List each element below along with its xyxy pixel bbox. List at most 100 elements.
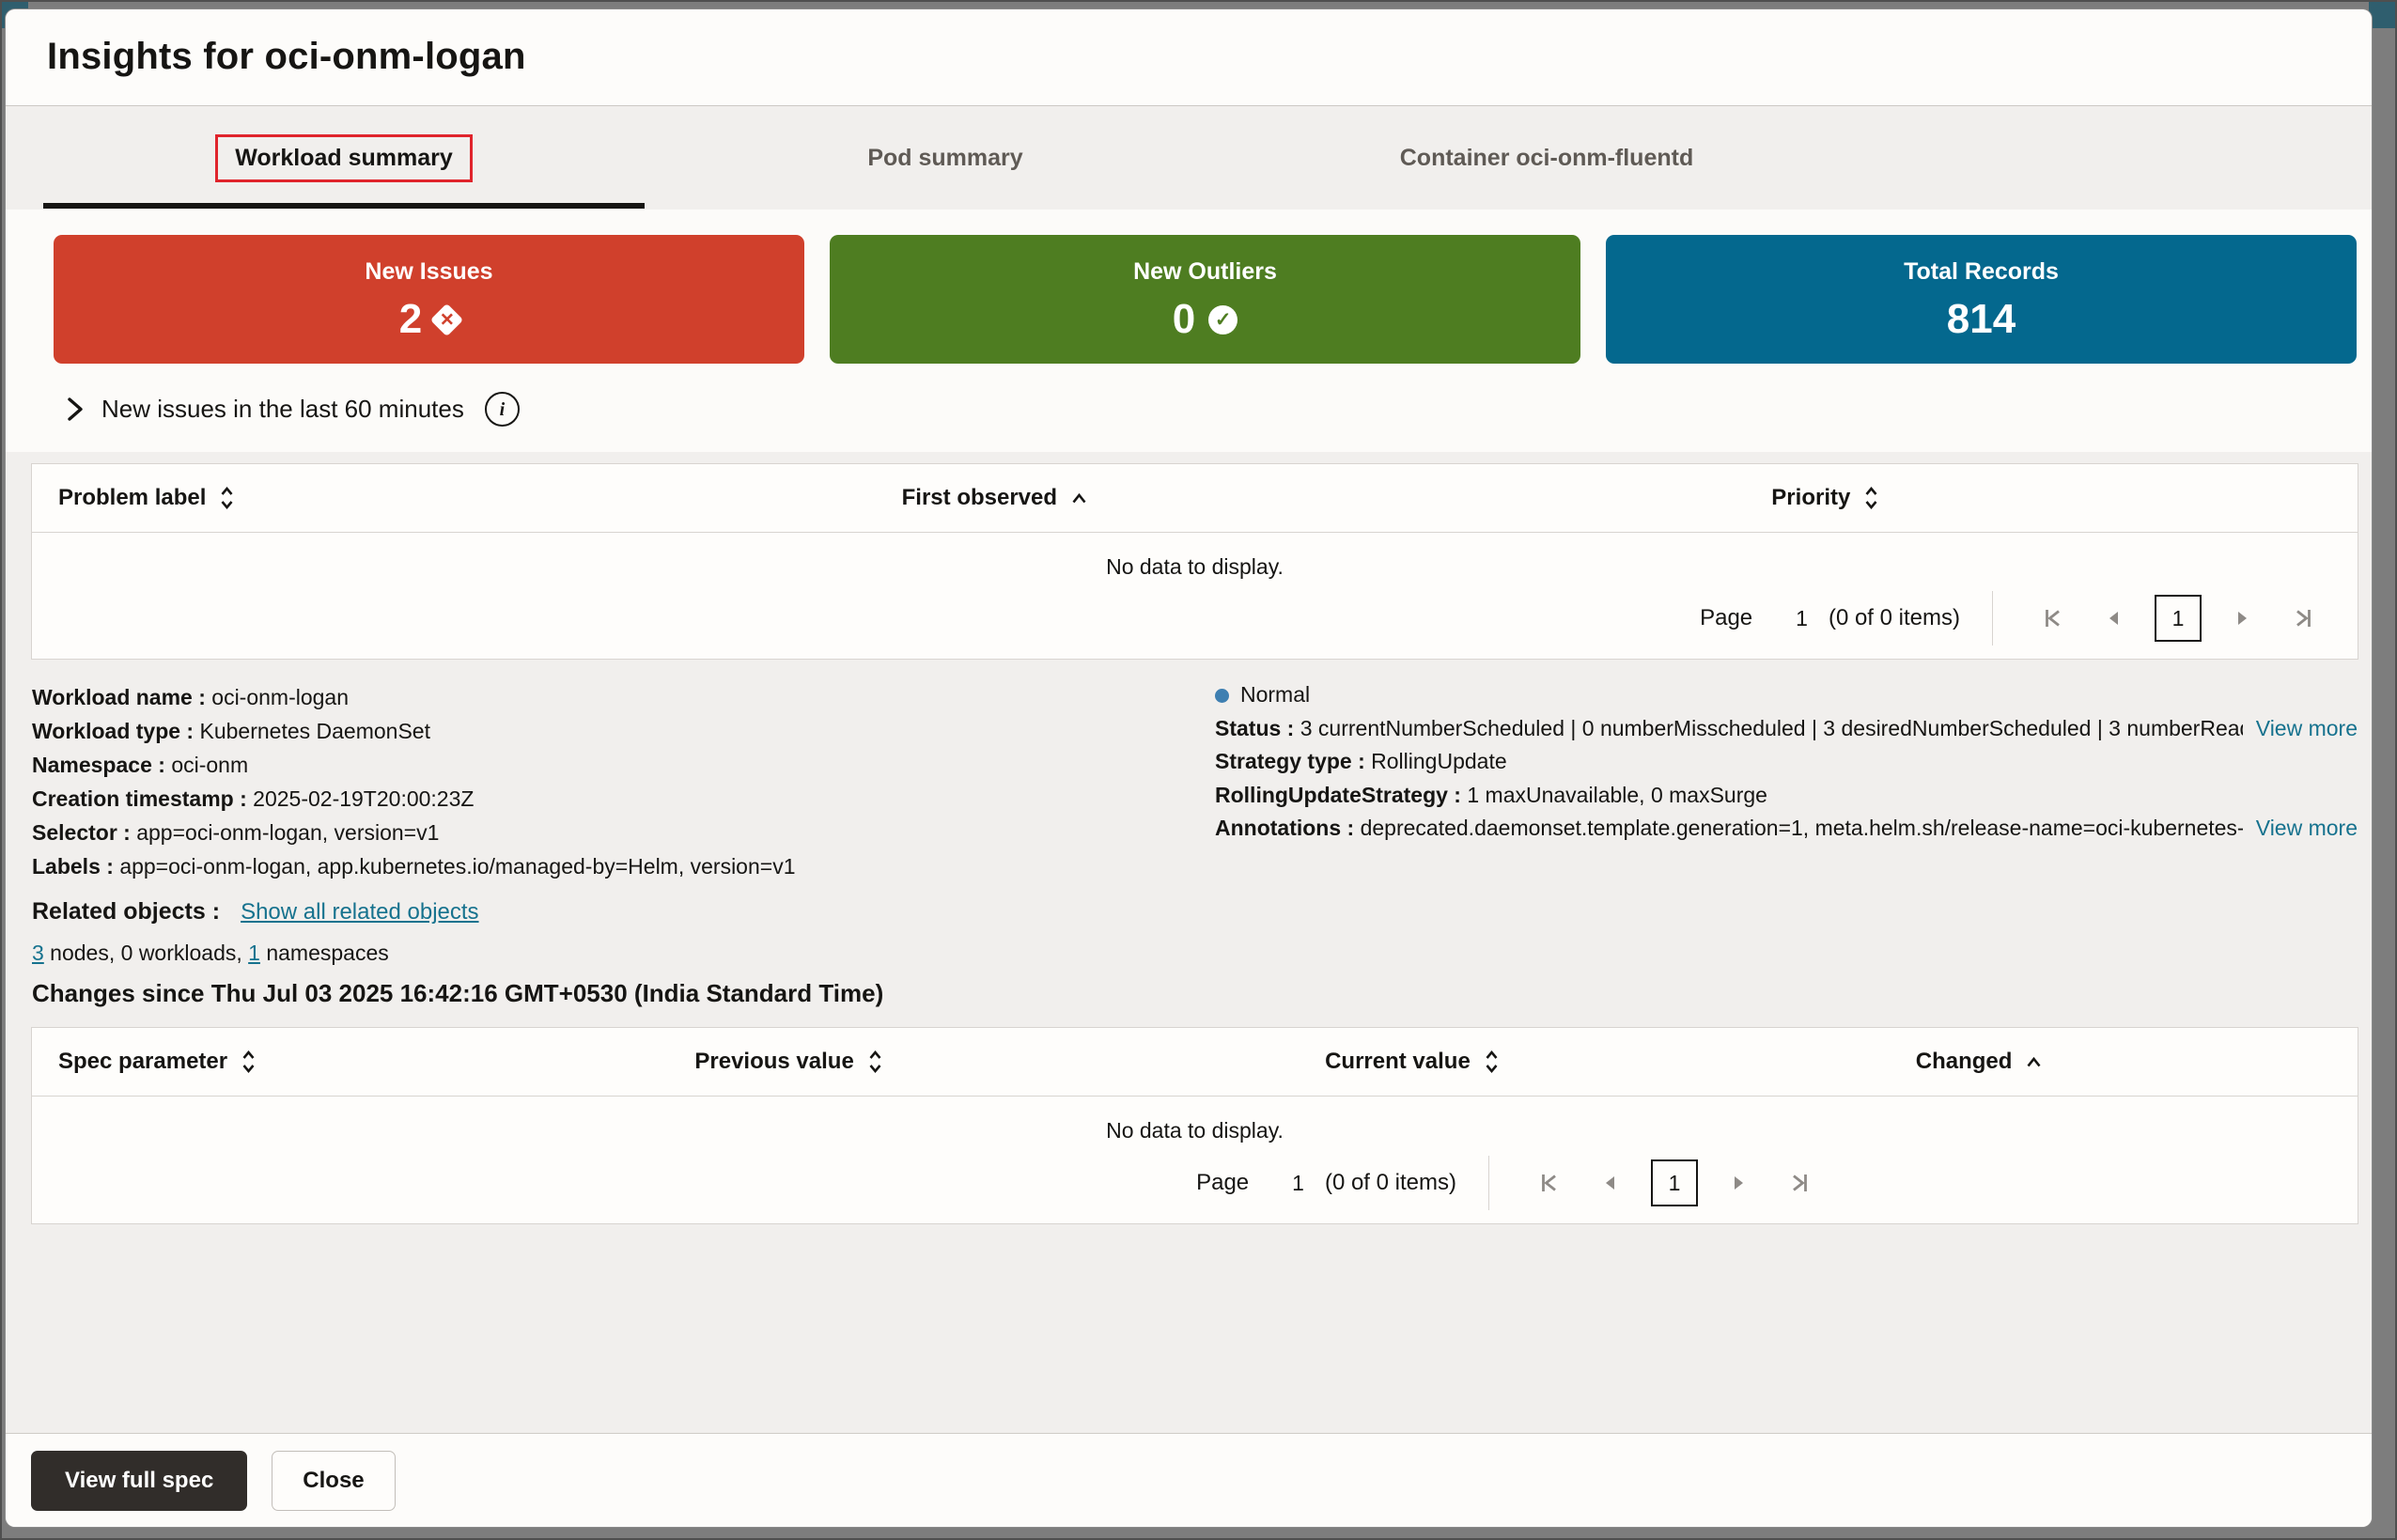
issues-table-pagination: Page 1 (0 of 0 items) 1 (1700, 591, 2335, 646)
card-value: 0 (1172, 296, 1196, 342)
next-page-button[interactable] (1717, 1161, 1760, 1205)
column-header-previous-value[interactable]: Previous value (694, 1028, 882, 1096)
tab-container-oci-onm-fluentd[interactable]: Container oci-onm-fluentd (1246, 106, 1847, 210)
detail-label: Selector : (32, 820, 131, 845)
detail-label: Strategy type : (1215, 749, 1365, 773)
column-header-spec-parameter[interactable]: Spec parameter (58, 1028, 257, 1096)
page-label: Page (1700, 605, 1753, 630)
detail-value: oci-onm (171, 753, 249, 777)
new-issues-expander-label: New issues in the last 60 minutes (101, 395, 464, 423)
detail-label: Workload type : (32, 719, 195, 743)
changes-table: Spec parameter Previous value Current va… (31, 1027, 2358, 1224)
column-header-current-value[interactable]: Current value (1325, 1028, 1500, 1096)
previous-page-button[interactable] (1589, 1161, 1632, 1205)
card-title: New Issues (365, 258, 493, 285)
tab-workload-summary[interactable]: Workload summary (43, 106, 645, 210)
detail-label: Status : (1215, 715, 1295, 740)
total-records-card[interactable]: Total Records 814 (1606, 235, 2357, 364)
chevron-right-icon (68, 397, 83, 421)
column-header-problem-label[interactable]: Problem label (58, 464, 235, 532)
detail-value: 3 currentNumberScheduled | 0 numberMissc… (1300, 715, 2243, 740)
insights-dialog: Insights for oci-onm-logan Workload summ… (6, 9, 2372, 1527)
previous-page-button[interactable] (2093, 597, 2136, 640)
close-button[interactable]: Close (272, 1450, 396, 1511)
page-title: Insights for oci-onm-logan (47, 36, 526, 77)
page-label: Page (1196, 1170, 1250, 1195)
changes-table-pagination: Page 1 (0 of 0 items) 1 (1196, 1156, 1831, 1210)
last-page-button[interactable] (2282, 597, 2326, 640)
view-more-link[interactable]: View more (2255, 816, 2358, 840)
issues-table: Problem label First observed Priority No… (31, 463, 2358, 660)
tab-pod-summary[interactable]: Pod summary (645, 106, 1246, 210)
workload-status-details: Normal Status : 3 currentNumberScheduled… (1215, 678, 2358, 846)
items-count: (0 of 0 items) (1828, 605, 1960, 630)
page-number-box[interactable]: 1 (1651, 1159, 1698, 1206)
sort-icon (221, 486, 233, 510)
sort-icon (869, 1050, 881, 1074)
current-page-number: 1 (1292, 1170, 1304, 1195)
summary-band: New Issues 2 ✕ New Outliers 0 ✓ Total Re… (6, 210, 2372, 452)
backdrop-corner (2369, 0, 2397, 28)
new-issues-card[interactable]: New Issues 2 ✕ (54, 235, 804, 364)
nodes-count-link[interactable]: 3 (32, 941, 44, 965)
error-diamond-icon: ✕ (430, 303, 464, 336)
first-page-button[interactable] (2031, 597, 2074, 640)
card-title: Total Records (1904, 258, 2059, 285)
show-all-related-objects-link[interactable]: Show all related objects (241, 898, 479, 925)
detail-value: Kubernetes DaemonSet (199, 719, 431, 743)
stat-cards: New Issues 2 ✕ New Outliers 0 ✓ Total Re… (6, 210, 2372, 364)
tab-label: Pod summary (867, 144, 1023, 171)
empty-table-message: No data to display. (1106, 554, 1284, 579)
column-header-first-observed[interactable]: First observed (902, 464, 1088, 532)
detail-value: RollingUpdate (1371, 749, 1507, 773)
detail-value: 2025-02-19T20:00:23Z (253, 786, 475, 811)
check-circle-icon: ✓ (1208, 304, 1238, 334)
last-page-button[interactable] (1779, 1161, 1822, 1205)
next-page-button[interactable] (2220, 597, 2264, 640)
view-more-link[interactable]: View more (2255, 715, 2358, 740)
active-tab-indicator (43, 203, 645, 209)
column-header-priority[interactable]: Priority (1771, 464, 1879, 532)
items-count: (0 of 0 items) (1324, 1170, 1456, 1195)
page-number-box[interactable]: 1 (2155, 595, 2202, 642)
tab-bar: Workload summary Pod summary Container o… (43, 106, 1847, 210)
card-title: New Outliers (1133, 258, 1277, 285)
current-page-number: 1 (1796, 605, 1808, 630)
related-objects-section: Related objects : Show all related objec… (32, 898, 479, 965)
sort-ascending-icon (1072, 492, 1086, 503)
detail-label: Annotations : (1215, 816, 1355, 840)
namespaces-count-link[interactable]: 1 (248, 941, 260, 965)
detail-value: deprecated.daemonset.template.generation… (1360, 816, 2243, 840)
new-issues-expander[interactable]: New issues in the last 60 minutes i (65, 392, 2372, 427)
changes-since-heading: Changes since Thu Jul 03 2025 16:42:16 G… (32, 979, 884, 1007)
detail-value: app=oci-onm-logan, version=v1 (136, 820, 440, 845)
sort-ascending-icon (2027, 1056, 2041, 1066)
dialog-footer: View full spec Close (6, 1433, 2372, 1527)
status-dot-icon (1215, 689, 1229, 703)
sort-icon (242, 1050, 255, 1074)
sort-icon (1865, 486, 1877, 510)
detail-value: app=oci-onm-logan, app.kubernetes.io/man… (119, 854, 796, 879)
card-value: 814 (1946, 296, 2016, 342)
tab-label: Container oci-onm-fluentd (1399, 144, 1694, 171)
empty-table-message: No data to display. (1106, 1118, 1284, 1143)
detail-label: Labels : (32, 854, 114, 879)
detail-label: Creation timestamp : (32, 786, 247, 811)
info-icon[interactable]: i (484, 392, 520, 427)
detail-value: 1 maxUnavailable, 0 maxSurge (1467, 782, 1767, 807)
card-value: 2 (398, 296, 423, 342)
first-page-button[interactable] (1527, 1161, 1570, 1205)
detail-label: Namespace : (32, 753, 165, 777)
sort-icon (1486, 1050, 1498, 1074)
detail-label: RollingUpdateStrategy : (1215, 782, 1461, 807)
workload-details: Workload name : oci-onm-logan Workload t… (32, 680, 1188, 883)
detail-label: Workload name : (32, 685, 206, 709)
tab-label: Workload summary (215, 133, 473, 182)
column-header-changed[interactable]: Changed (1916, 1028, 2044, 1096)
dialog-header: Insights for oci-onm-logan (6, 9, 2372, 106)
detail-value: oci-onm-logan (211, 685, 350, 709)
status-badge: Normal (1240, 682, 1311, 707)
related-objects-label: Related objects : (32, 898, 221, 925)
view-full-spec-button[interactable]: View full spec (31, 1450, 248, 1511)
new-outliers-card[interactable]: New Outliers 0 ✓ (830, 235, 1580, 364)
